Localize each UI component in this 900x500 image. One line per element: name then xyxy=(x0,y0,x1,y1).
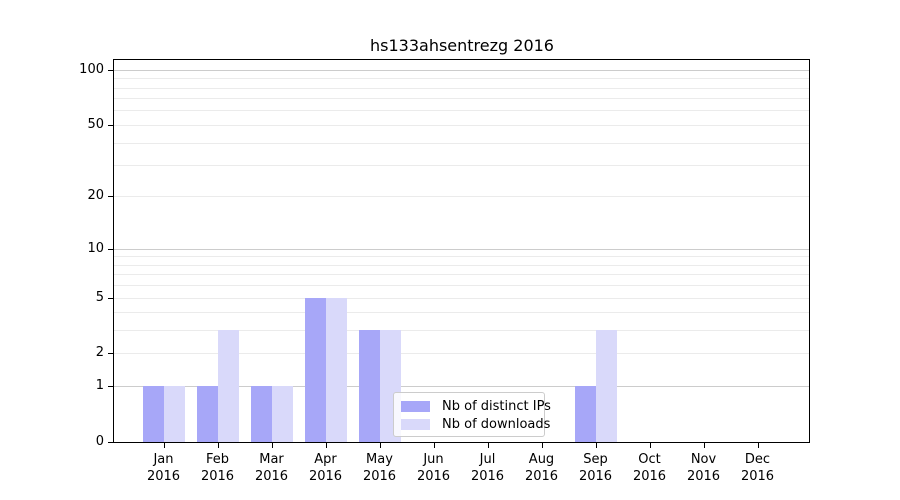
gridline-minor-5 xyxy=(114,297,809,299)
gridline-minor-30 xyxy=(114,165,809,166)
x-tick-mark-sep xyxy=(595,443,597,448)
gridline-major-100 xyxy=(114,69,809,71)
y-tick-label-5: 5 xyxy=(95,289,104,305)
x-label-oct: Oct 2016 xyxy=(632,452,667,484)
bar-ips-jan xyxy=(142,386,164,442)
x-label-apr: Apr 2016 xyxy=(308,452,343,484)
y-tick-mark-100 xyxy=(108,69,113,71)
x-label-jun: Jun 2016 xyxy=(416,452,451,484)
gridline-minor-60 xyxy=(114,110,809,112)
x-tick-mark-dec xyxy=(757,443,759,448)
x-label-sep: Sep 2016 xyxy=(578,452,613,484)
legend-item-distinct-ips: Nb of distinct IPs xyxy=(401,397,551,415)
gridline-minor-80 xyxy=(114,87,809,89)
gridline-minor-40 xyxy=(114,142,809,144)
x-tick-mark-oct xyxy=(649,443,651,448)
legend-swatch-distinct-ips xyxy=(401,400,430,412)
bar-ips-feb xyxy=(196,386,218,442)
x-tick-mark-feb xyxy=(217,443,219,448)
legend-label-distinct-ips: Nb of distinct IPs xyxy=(442,398,551,414)
x-label-aug: Aug 2016 xyxy=(524,452,559,484)
y-tick-mark-50 xyxy=(108,124,113,126)
y-tick-label-1: 1 xyxy=(95,378,104,394)
gridline-minor-8 xyxy=(114,264,809,266)
bar-downloads-apr xyxy=(325,297,347,442)
bar-downloads-mar xyxy=(271,386,293,442)
bars-layer xyxy=(114,60,809,442)
x-tick-mark-jul xyxy=(487,443,489,448)
y-tick-label-50: 50 xyxy=(87,116,104,132)
y-tick-mark-0 xyxy=(108,442,113,443)
y-tick-mark-1 xyxy=(108,386,113,388)
y-tick-label-100: 100 xyxy=(79,61,104,77)
gridline-minor-4 xyxy=(114,312,809,314)
legend-swatch-downloads xyxy=(401,418,430,430)
x-tick-mark-may xyxy=(379,443,381,448)
chart-title: hs133ahsentrezg 2016 xyxy=(370,36,554,55)
legend-item-downloads: Nb of downloads xyxy=(401,415,550,433)
x-tick-mark-mar xyxy=(271,443,273,448)
x-label-feb: Feb 2016 xyxy=(200,452,235,484)
gridline-minor-3 xyxy=(114,330,809,332)
gridline-minor-7 xyxy=(114,274,809,276)
x-tick-mark-apr xyxy=(325,443,327,448)
x-label-may: May 2016 xyxy=(362,452,397,484)
bar-ips-apr xyxy=(304,297,326,442)
bar-downloads-sep xyxy=(595,330,617,442)
gridline-major-1 xyxy=(114,386,809,388)
gridline-minor-9 xyxy=(114,256,809,258)
legend: Nb of distinct IPs Nb of downloads xyxy=(393,392,551,437)
gridline-minor-2 xyxy=(114,353,809,355)
plot-area: Nb of distinct IPs Nb of downloads xyxy=(113,59,810,443)
gridline-minor-70 xyxy=(114,98,809,100)
y-tick-label-0: 0 xyxy=(95,434,104,449)
bar-ips-sep xyxy=(574,386,596,442)
grid-layer xyxy=(114,60,809,442)
y-tick-mark-10 xyxy=(108,248,113,250)
x-tick-mark-jan xyxy=(163,443,165,448)
y-tick-mark-20 xyxy=(108,196,113,198)
gridline-minor-90 xyxy=(114,78,809,80)
x-tick-mark-jun xyxy=(433,443,435,448)
x-tick-mark-nov xyxy=(703,443,705,448)
x-label-nov: Nov 2016 xyxy=(686,452,721,484)
bar-ips-may xyxy=(358,330,380,442)
y-tick-label-20: 20 xyxy=(87,188,104,204)
x-label-dec: Dec 2016 xyxy=(740,452,775,484)
x-label-jul: Jul 2016 xyxy=(470,452,505,484)
legend-label-downloads: Nb of downloads xyxy=(442,416,551,432)
y-tick-label-2: 2 xyxy=(95,345,104,361)
gridline-minor-6 xyxy=(114,285,809,287)
bar-ips-mar xyxy=(250,386,272,442)
x-tick-mark-aug xyxy=(541,443,543,448)
y-tick-mark-5 xyxy=(108,297,113,299)
bar-downloads-jan xyxy=(163,386,185,442)
x-label-jan: Jan 2016 xyxy=(146,452,181,484)
gridline-major-10 xyxy=(114,248,809,250)
x-label-mar: Mar 2016 xyxy=(254,452,289,484)
y-tick-mark-2 xyxy=(108,353,113,355)
gridline-minor-50 xyxy=(114,124,809,126)
y-tick-label-10: 10 xyxy=(87,240,104,256)
gridline-minor-20 xyxy=(114,196,809,198)
bar-downloads-feb xyxy=(217,330,239,442)
